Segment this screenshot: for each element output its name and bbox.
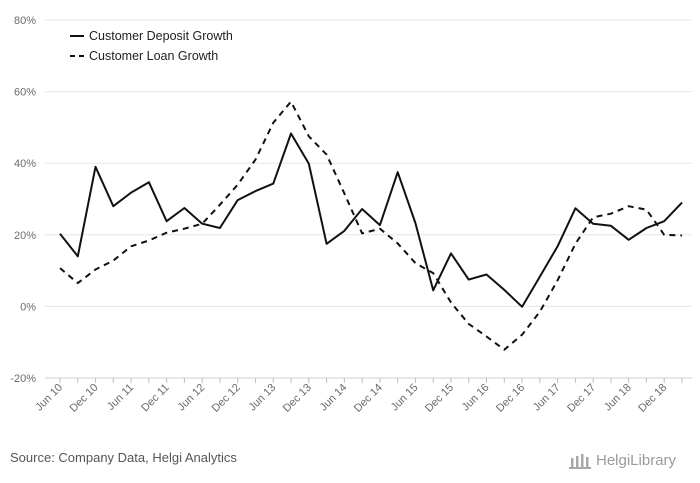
x-tick-label: Jun 14 xyxy=(318,382,350,414)
legend: Customer Deposit Growth Customer Loan Gr… xyxy=(70,29,233,63)
x-tick-label: Jun 11 xyxy=(105,382,136,413)
axes xyxy=(45,377,692,383)
series-lines xyxy=(59,100,683,351)
y-tick-labels: -20% 0% 20% 40% 60% 80% xyxy=(10,15,36,385)
x-tick-label: Jun 18 xyxy=(602,382,634,414)
x-tick-label: Dec 17 xyxy=(565,382,598,415)
x-tick-label: Jun 16 xyxy=(460,382,492,414)
y-tick-label: 60% xyxy=(14,87,36,99)
legend-label-deposit: Customer Deposit Growth xyxy=(89,29,233,43)
x-tick-label: Dec 14 xyxy=(352,382,385,415)
library-building-icon xyxy=(569,454,591,469)
x-tick-label: Dec 11 xyxy=(139,382,172,415)
series-line-loan xyxy=(59,100,683,351)
series-line-deposit xyxy=(59,132,683,308)
legend-label-loan: Customer Loan Growth xyxy=(89,49,218,63)
x-tick-label: Jun 15 xyxy=(389,382,421,414)
x-tick-label: Dec 16 xyxy=(494,382,527,415)
x-tick-label: Jun 13 xyxy=(247,382,279,414)
x-tick-label: Jun 10 xyxy=(33,382,65,414)
x-tick-label: Jun 17 xyxy=(531,382,563,414)
x-tick-label: Dec 15 xyxy=(423,382,456,415)
brand-name: HelgiLibrary xyxy=(596,451,677,469)
x-tick-label: Dec 18 xyxy=(636,382,669,415)
gridlines xyxy=(45,19,692,379)
brand-logo: HelgiLibrary xyxy=(568,448,692,472)
x-tick-label: Jun 12 xyxy=(175,382,207,414)
x-tick-labels: Jun 10 Dec 10 Jun 11 Dec 11 Jun 12 Dec 12 Jun … xyxy=(33,382,669,415)
y-tick-label: -20% xyxy=(10,373,36,385)
y-tick-label: 40% xyxy=(14,158,36,170)
x-tick-label: Dec 13 xyxy=(281,382,314,415)
y-tick-label: 0% xyxy=(20,301,36,313)
source-note: Source: Company Data, Helgi Analytics xyxy=(10,450,237,465)
x-tick-label: Dec 12 xyxy=(210,382,243,415)
y-tick-label: 20% xyxy=(14,230,36,242)
x-tick-label: Dec 10 xyxy=(68,382,101,415)
y-tick-label: 80% xyxy=(14,15,36,27)
